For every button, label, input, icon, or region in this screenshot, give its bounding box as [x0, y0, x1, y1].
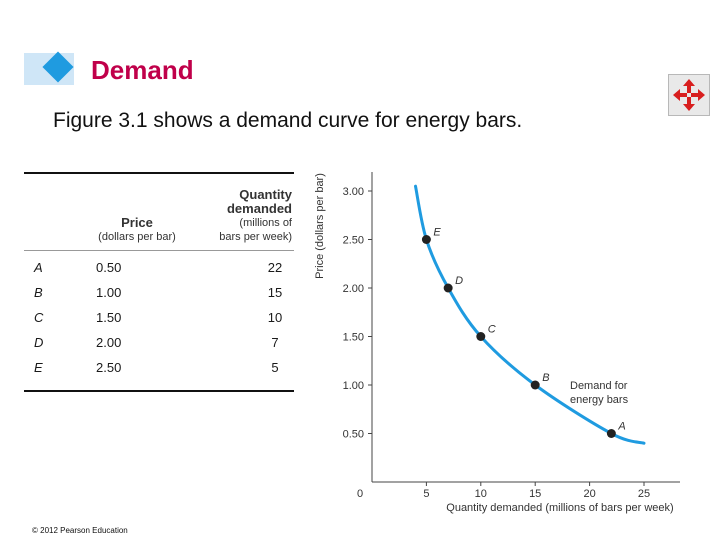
y-tick-label: 1.00: [343, 380, 364, 392]
x-tick-label: 0: [357, 488, 363, 500]
point-c: [476, 332, 486, 341]
row-price: 1.00: [96, 285, 122, 300]
table-row: D 2.00 7: [24, 330, 294, 355]
row-price: 0.50: [96, 260, 122, 275]
y-tick-label: 2.50: [343, 235, 364, 247]
x-tick-label: 15: [529, 488, 541, 500]
row-quantity: 7: [271, 335, 279, 350]
point-label-c: C: [488, 324, 496, 336]
y-tick-label: 2.00: [343, 283, 364, 295]
move-arrows-icon[interactable]: [668, 74, 710, 116]
table-row: E 2.50 5: [24, 355, 294, 391]
point-label-e: E: [433, 227, 441, 239]
y-tick-label: 1.50: [343, 332, 364, 344]
table-header-price: Price (dollars per bar): [58, 173, 216, 251]
y-tick-label: 3.00: [343, 186, 364, 198]
table-header-price-unit: (dollars per bar): [98, 231, 176, 243]
point-a: [606, 429, 616, 438]
y-axis-title: Price (dollars per bar): [314, 173, 326, 279]
curve-annotation-line1: Demand for: [570, 380, 628, 392]
table-header-quantity: Quantity demanded (millions of bars per …: [216, 173, 294, 251]
row-label: D: [34, 335, 44, 350]
table-row: C 1.50 10: [24, 305, 294, 330]
row-quantity: 22: [267, 260, 283, 275]
x-axis-title: Quantity demanded (millions of bars per …: [446, 502, 673, 514]
table-row: A 0.50 22: [24, 251, 294, 281]
row-label: C: [34, 310, 44, 325]
point-label-d: D: [455, 275, 463, 287]
table-header-quantity-title: Quantity demanded: [226, 187, 292, 216]
move-arrows-icon-glyph: [673, 79, 705, 111]
chart-labels: E D C B A Demand for energy bars: [433, 227, 628, 433]
point-label-b: B: [542, 372, 549, 384]
row-quantity: 5: [271, 360, 279, 375]
row-quantity: 15: [267, 285, 283, 300]
x-tick-label: 25: [638, 488, 650, 500]
table-header-label: [24, 173, 58, 251]
row-label: E: [34, 360, 43, 375]
curve-annotation-line2: energy bars: [570, 394, 629, 406]
point-d: [443, 283, 453, 293]
slide-subtitle: Figure 3.1 shows a demand curve for ener…: [53, 109, 523, 132]
copyright-notice: © 2012 Pearson Education: [32, 526, 128, 535]
chart-axes: 0.50 1.00 1.50 2.00 2.50 3.00 0 5 10 15 20 25 Quanti…: [314, 172, 680, 514]
slide-title: Demand: [91, 55, 194, 85]
row-quantity: 10: [267, 310, 283, 325]
row-price: 2.00: [96, 335, 122, 350]
demand-schedule-table: Price (dollars per bar) Quantity demande…: [24, 172, 294, 392]
demand-points: [421, 235, 616, 438]
x-tick-label: 5: [423, 488, 429, 500]
point-label-a: A: [617, 421, 625, 433]
point-b: [530, 380, 540, 390]
row-price: 1.50: [96, 310, 122, 325]
table-row: B 1.00 15: [24, 280, 294, 305]
row-price: 2.50: [96, 360, 122, 375]
point-e: [421, 235, 431, 244]
x-tick-label: 20: [583, 488, 595, 500]
y-tick-label: 0.50: [343, 429, 364, 441]
table-header-price-title: Price: [121, 215, 153, 230]
row-label: A: [34, 260, 43, 275]
table-header-quantity-unit: (millions of bars per week): [219, 217, 292, 243]
x-tick-label: 10: [475, 488, 487, 500]
row-label: B: [34, 285, 43, 300]
